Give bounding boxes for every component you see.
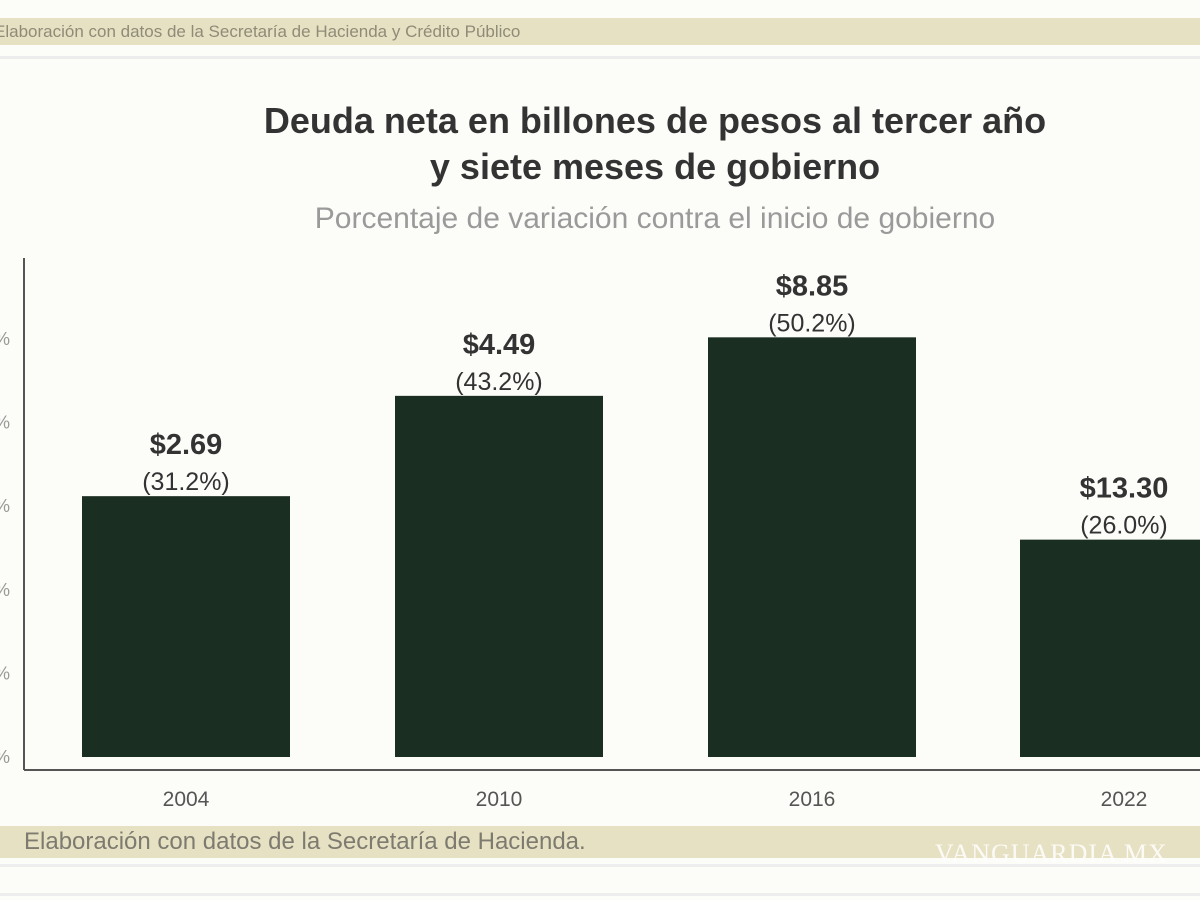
y-tick-label: 0% bbox=[0, 747, 10, 767]
y-tick-label: 50% bbox=[0, 329, 10, 349]
bar-2022 bbox=[1020, 539, 1200, 757]
footer-source-text: Elaboración con datos de la Secretaría d… bbox=[24, 828, 586, 855]
chart-title: Deuda neta en billones de pesos al terce… bbox=[0, 98, 1200, 190]
percent-label: (43.2%) bbox=[455, 368, 543, 396]
chart-title-line-1: Deuda neta en billones de pesos al terce… bbox=[263, 100, 1047, 141]
bar-2010 bbox=[395, 395, 603, 757]
y-tick-label: 20% bbox=[0, 580, 10, 600]
y-tick-label: 30% bbox=[0, 496, 10, 516]
divider bbox=[0, 56, 1200, 59]
x-tick-label: 2016 bbox=[789, 788, 836, 811]
percent-label: (26.0%) bbox=[1080, 512, 1168, 540]
percent-label: (50.2%) bbox=[768, 309, 856, 337]
value-label: $4.49 bbox=[463, 329, 536, 361]
x-tick-label: 2022 bbox=[1101, 788, 1148, 811]
header-source-text: Elaboración con datos de la Secretaría d… bbox=[0, 22, 521, 41]
footer-source-band: Elaboración con datos de la Secretaría d… bbox=[0, 826, 1200, 868]
watermark-logo: VANGUARDIA MX bbox=[935, 839, 1168, 868]
x-tick-label: 2004 bbox=[163, 788, 210, 811]
chart-subtitle: Porcentaje de variación contra el inicio… bbox=[314, 202, 996, 235]
value-label: $13.30 bbox=[1080, 473, 1169, 505]
value-label: $8.85 bbox=[776, 270, 849, 302]
chart-title-line-2: y siete meses de gobierno bbox=[429, 146, 881, 187]
y-tick-label: 40% bbox=[0, 413, 10, 433]
y-tick-label: 10% bbox=[0, 663, 10, 683]
percent-label: (31.2%) bbox=[142, 468, 230, 496]
bar-2016 bbox=[708, 337, 916, 757]
divider bbox=[0, 893, 1200, 896]
value-label: $2.69 bbox=[150, 429, 223, 461]
header-source-band: Elaboración con datos de la Secretaría d… bbox=[0, 18, 1200, 45]
divider bbox=[0, 864, 1200, 867]
bar-2004 bbox=[82, 496, 290, 757]
x-tick-label: 2010 bbox=[476, 788, 523, 811]
